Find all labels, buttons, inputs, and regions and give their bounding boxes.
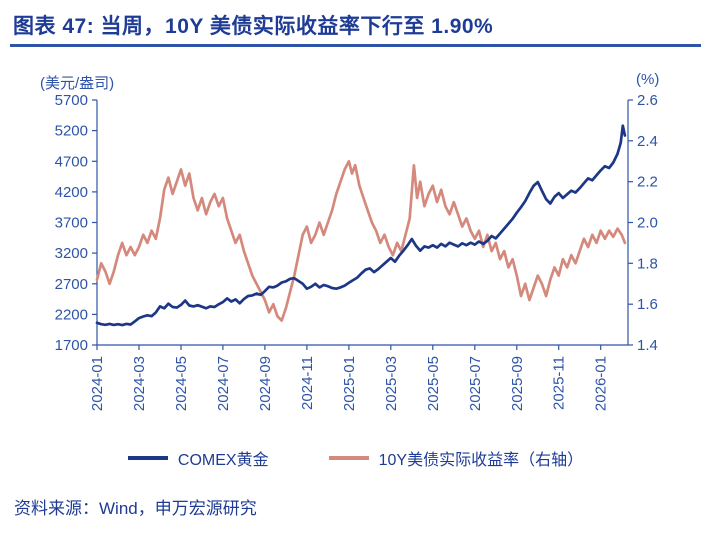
left-axis-tick-label: 4700 (55, 153, 88, 170)
yield-line-marker (328, 456, 369, 460)
right-axis-tick-label: 2.2 (637, 174, 658, 191)
x-axis-tick-label: 2024-07 (215, 356, 232, 411)
legend-label-real-yield: 10Y美债实际收益率（右轴） (378, 452, 584, 469)
gold-series-line (95, 124, 627, 327)
right-axis-tick-label: 1.4 (637, 337, 658, 354)
right-axis-unit-label: (%) (636, 71, 659, 88)
yield-series-line (95, 159, 627, 322)
right-axis-tick-label: 1.6 (637, 296, 658, 313)
legend-item-real-yield: 10Y美债实际收益率（右轴） (328, 446, 584, 470)
x-axis-tick-label: 2025-11 (551, 356, 568, 410)
left-axis-tick-label: 3200 (55, 245, 88, 262)
x-axis-tick-label: 2025-05 (425, 356, 442, 411)
chart-legend: COMEX黄金 10Y美债实际收益率（右轴） (0, 446, 711, 470)
title-underline (10, 44, 701, 47)
x-axis-tick-label: 2024-09 (257, 356, 274, 411)
x-axis-tick-label: 2024-03 (131, 356, 148, 411)
right-axis-tick-label: 2.0 (637, 215, 658, 232)
x-axis-tick-label: 2025-07 (467, 356, 484, 411)
x-axis-tick-label: 2025-03 (383, 356, 400, 411)
chart-title: 图表 47: 当周，10Y 美债实际收益率下行至 1.90% (13, 15, 494, 38)
gold-line-marker (127, 456, 168, 460)
left-axis-unit-label: (美元/盎司) (40, 75, 114, 92)
left-axis-tick-label: 1700 (55, 337, 88, 354)
x-axis-tick-label: 2024-01 (89, 356, 106, 411)
source-note: 资料来源：Wind，申万宏源研究 (14, 499, 257, 518)
x-axis-tick-label: 2025-01 (341, 356, 358, 411)
legend-item-comex-gold: COMEX黄金 (127, 446, 269, 470)
dual-axis-line-chart: (美元/盎司) (%) 1700 2200 2700 3200 3700 4200 4700… (40, 71, 659, 411)
right-axis-tick-label: 2.4 (637, 133, 658, 150)
left-axis-tick-label: 2700 (55, 276, 88, 293)
left-axis-tick-label: 4200 (55, 184, 88, 201)
legend-label-comex-gold: COMEX黄金 (177, 452, 269, 469)
right-axis-tick-label: 1.8 (637, 255, 658, 272)
x-axis-tick-label: 2026-01 (593, 356, 610, 411)
left-axis-tick-label: 2200 (55, 306, 88, 323)
x-axis-tick-label: 2025-09 (509, 356, 526, 411)
left-axis-tick-label: 3700 (55, 215, 88, 232)
chart-body: 1700 2200 2700 3200 3700 4200 4700 5200 5700 1.4 1… (55, 92, 658, 411)
right-axis-tick-label: 2.6 (637, 92, 658, 109)
x-axis-tick-label: 2024-11 (299, 356, 316, 410)
left-axis-tick-label: 5700 (55, 92, 88, 109)
left-axis-tick-label: 5200 (55, 123, 88, 140)
chart-area: (美元/盎司) (%) 1700 2200 2700 3200 3700 4200 4700… (0, 56, 711, 444)
x-axis-tick-label: 2024-05 (173, 356, 190, 411)
